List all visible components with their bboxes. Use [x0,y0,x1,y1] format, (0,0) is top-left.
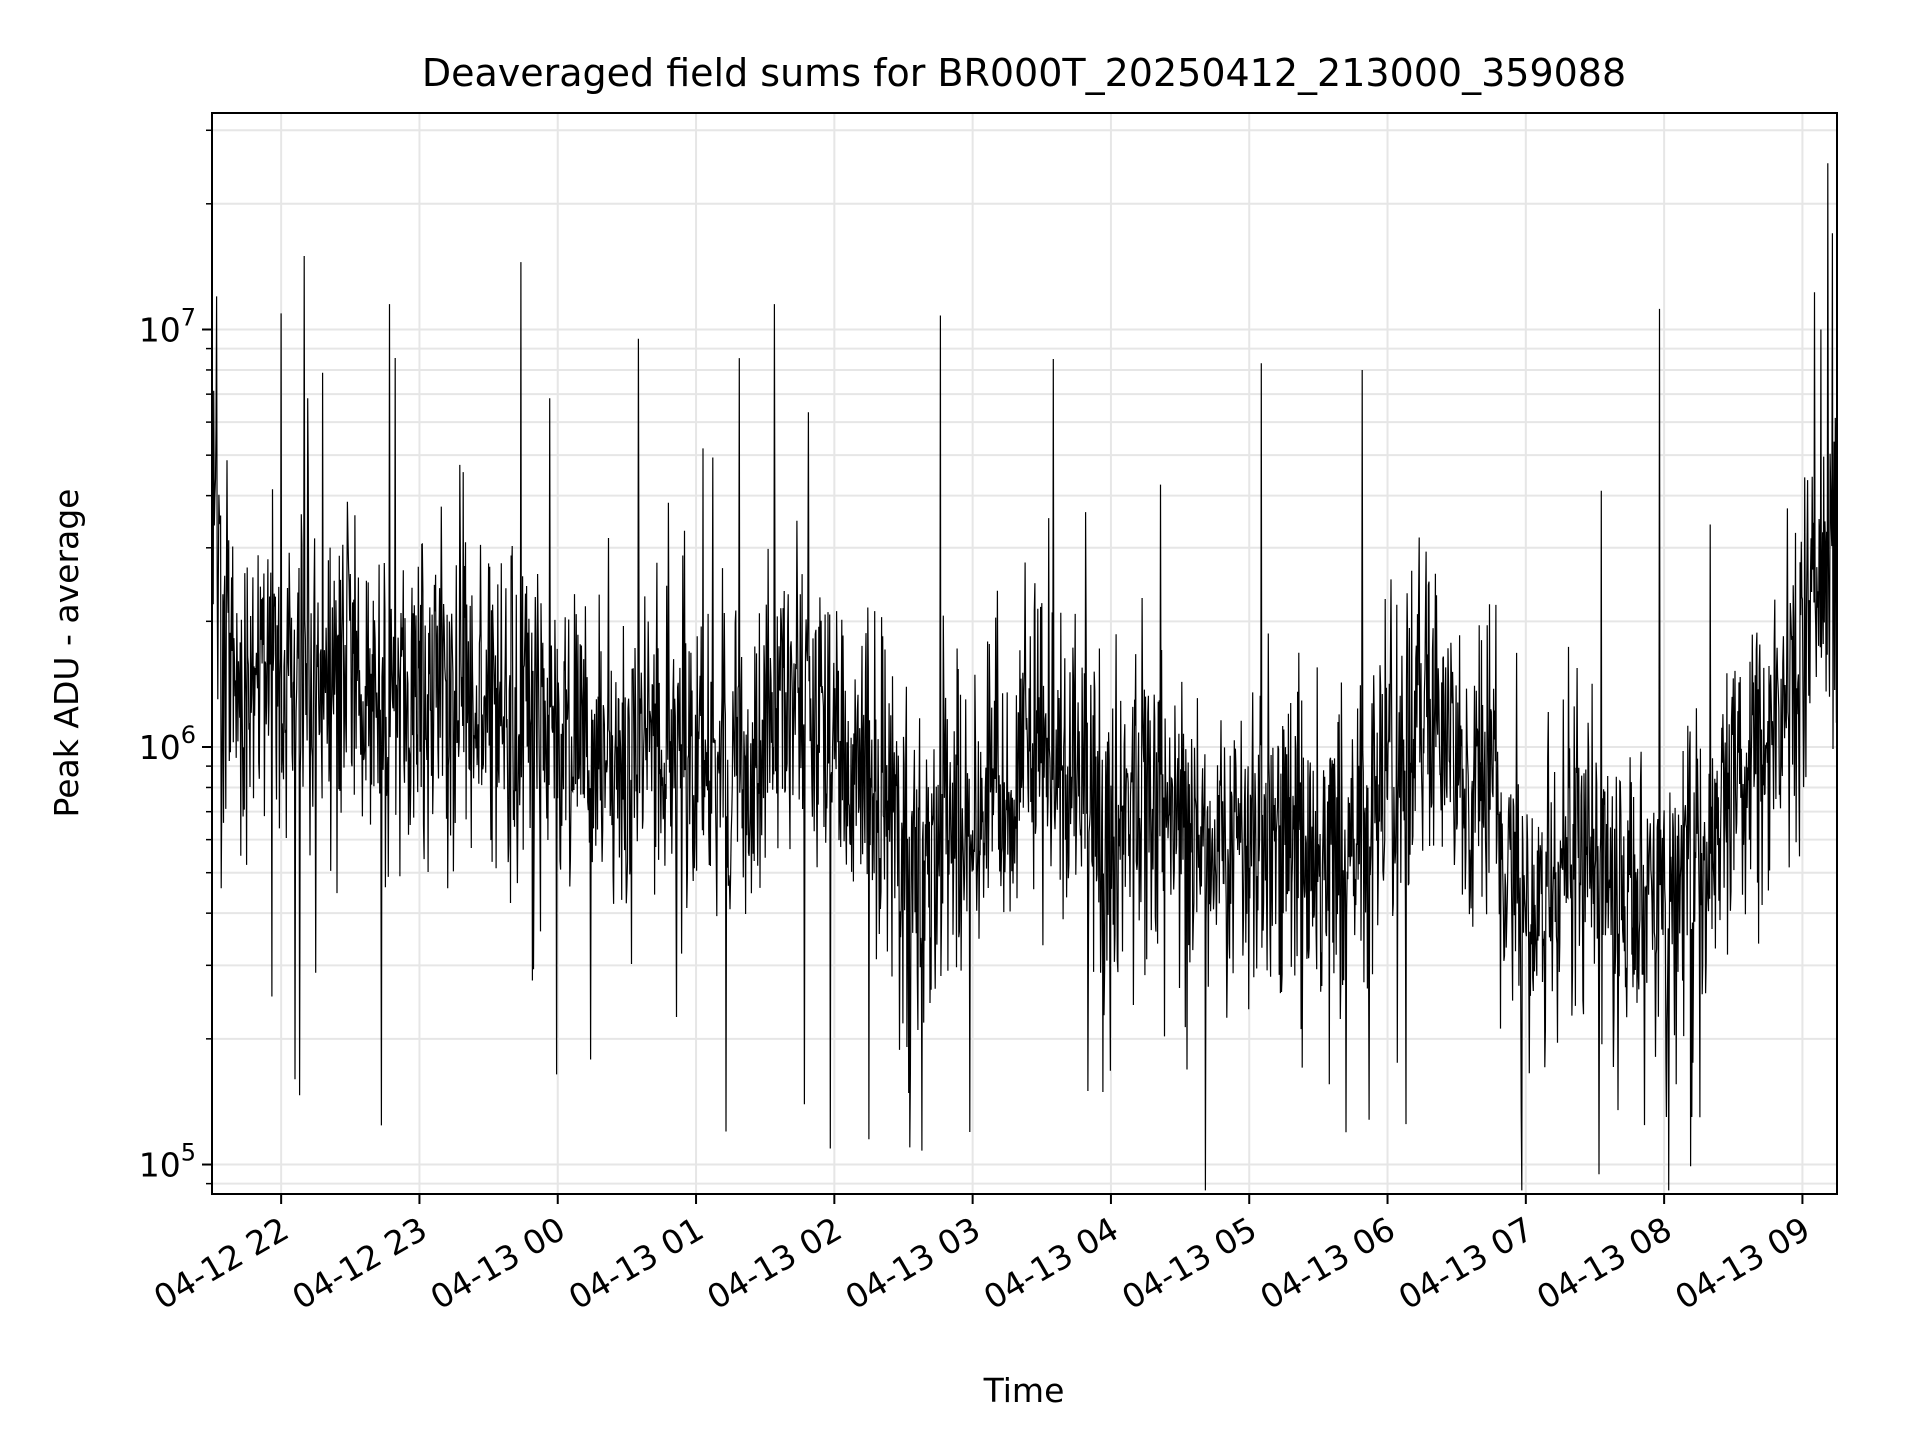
series-line [211,163,1838,1191]
y-tick-label: 106 [139,721,196,767]
y-tick-label: 105 [139,1139,196,1185]
x-axis-label: Time [983,1371,1065,1410]
grid [212,113,1837,1194]
chart-title: Deaveraged field sums for BR000T_2025041… [422,51,1626,95]
y-axis-ticks: 105 106 107 [139,129,212,1185]
y-axis-label: Peak ADU - average [47,489,86,818]
plot-area [211,163,1838,1191]
plot-frame [211,112,1838,1195]
y-tick-label: 107 [139,303,196,349]
